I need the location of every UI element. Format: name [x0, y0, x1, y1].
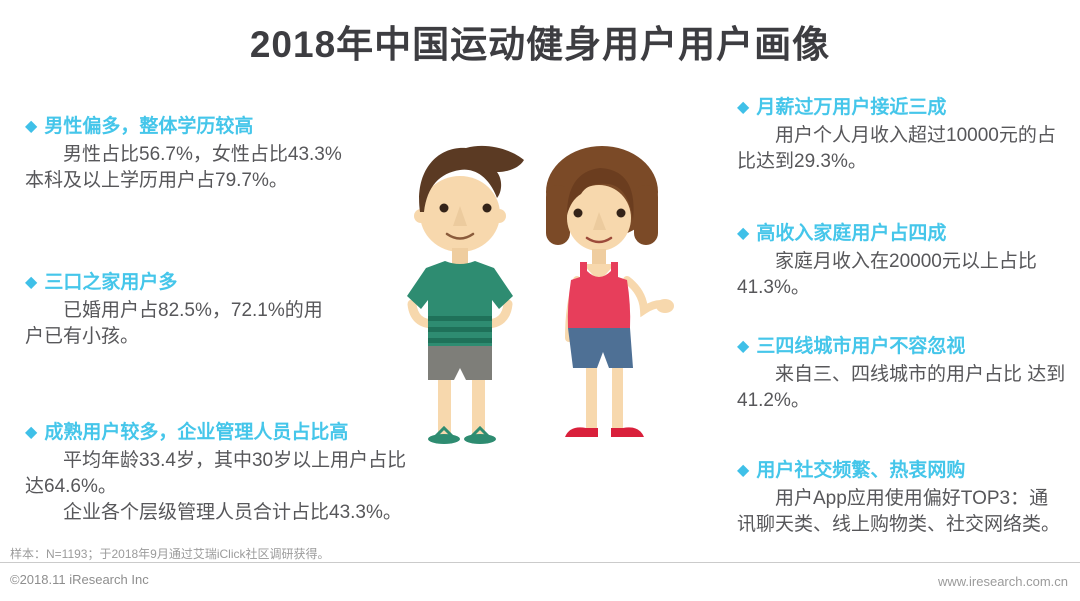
copyright-text: ©2018.11 iResearch Inc [10, 572, 149, 587]
block-header: ◆ 用户社交频繁、热衷网购 [737, 459, 1080, 483]
insight-block-gender-education: ◆ 男性偏多，整体学历较高 男性占比56.7%，女性占比43.3% 本科及以上学… [25, 115, 465, 194]
insight-block-household-income: ◆ 高收入家庭用户占四成 家庭月收入在20000元以上占比 41.3%。 [737, 222, 1080, 301]
page-title: 2018年中国运动健身用户用户画像 [249, 24, 831, 65]
block-header: ◆ 三四线城市用户不容忽视 [737, 335, 1080, 359]
block-body-text: 男性占比56.7%，女性占比43.3% 本科及以上学历用户占79.7%。 [25, 144, 342, 191]
block-body-text: 用户App应用使用偏好TOP3：通 讯聊天类、线上购物类、社交网络类。 [737, 488, 1061, 535]
sample-note: 样本：N=1193；于2018年9月通过艾瑞iClick社区调研获得。 [10, 547, 330, 561]
block-body-text: 用户个人月收入超过10000元的占 比达到29.3%。 [737, 125, 1056, 172]
block-header: ◆ 高收入家庭用户占四成 [737, 222, 1080, 246]
diamond-bullet-icon: ◆ [25, 274, 38, 291]
block-header: ◆ 男性偏多，整体学历较高 [25, 115, 465, 139]
diamond-bullet-icon: ◆ [25, 424, 38, 441]
block-body-text: 平均年龄33.4岁，其中30岁以上用户占比 达64.6%。 企业各个层级管理人员… [25, 450, 407, 523]
block-header-label: 月薪过万用户接近三成 [756, 97, 947, 118]
diamond-bullet-icon: ◆ [25, 118, 38, 135]
insight-block-social-shopping: ◆ 用户社交频繁、热衷网购 用户App应用使用偏好TOP3：通 讯聊天类、线上购… [737, 459, 1080, 538]
couple-illustration [407, 145, 674, 444]
diamond-bullet-icon: ◆ [737, 338, 750, 355]
block-header: ◆ 成熟用户较多，企业管理人员占比高 [25, 421, 465, 445]
block-header-label: 成熟用户较多，企业管理人员占比高 [44, 422, 349, 443]
diamond-bullet-icon: ◆ [737, 99, 750, 116]
insight-block-age-management: ◆ 成熟用户较多，企业管理人员占比高 平均年龄33.4岁，其中30岁以上用户占比… [25, 421, 465, 526]
insight-block-lower-tier-cities: ◆ 三四线城市用户不容忽视 来自三、四线城市的用户占比 达到 41.2%。 [737, 335, 1080, 414]
block-header-label: 三四线城市用户不容忽视 [756, 336, 966, 357]
diamond-bullet-icon: ◆ [737, 462, 750, 479]
insight-block-family: ◆ 三口之家用户多 已婚用户占82.5%，72.1%的用 户已有小孩。 [25, 271, 465, 350]
block-header-label: 高收入家庭用户占四成 [756, 223, 947, 244]
illustration-woman [546, 146, 674, 437]
illustration-man [407, 145, 524, 444]
block-header-label: 三口之家用户多 [44, 272, 178, 293]
block-body-text: 已婚用户占82.5%，72.1%的用 户已有小孩。 [25, 300, 323, 347]
footer-divider [0, 562, 1080, 563]
block-header: ◆ 月薪过万用户接近三成 [737, 96, 1080, 120]
block-body-text: 家庭月收入在20000元以上占比 41.3%。 [737, 251, 1037, 298]
website-url: www.iresearch.com.cn [937, 574, 1068, 589]
diamond-bullet-icon: ◆ [737, 225, 750, 242]
block-header-label: 男性偏多，整体学历较高 [44, 116, 254, 137]
block-header: ◆ 三口之家用户多 [25, 271, 465, 295]
insight-block-salary: ◆ 月薪过万用户接近三成 用户个人月收入超过10000元的占 比达到29.3%。 [737, 96, 1080, 175]
block-header-label: 用户社交频繁、热衷网购 [756, 460, 966, 481]
block-body-text: 来自三、四线城市的用户占比 达到 41.2%。 [737, 364, 1066, 411]
